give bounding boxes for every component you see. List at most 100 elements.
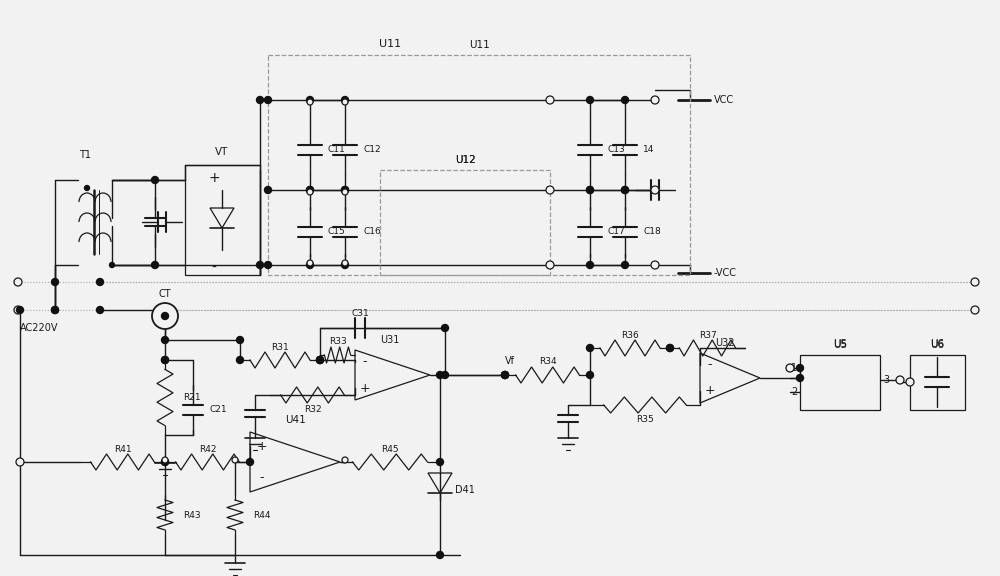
- Circle shape: [306, 187, 314, 194]
- Circle shape: [306, 187, 314, 194]
- Text: R33: R33: [329, 338, 346, 347]
- Circle shape: [342, 97, 349, 104]
- Circle shape: [110, 263, 114, 267]
- Circle shape: [342, 260, 348, 266]
- Text: C12: C12: [363, 146, 381, 154]
- Text: 1: 1: [791, 363, 797, 373]
- Text: AC220V: AC220V: [20, 323, 58, 333]
- Circle shape: [586, 262, 594, 268]
- Text: R42: R42: [199, 445, 216, 453]
- Circle shape: [342, 99, 348, 105]
- Circle shape: [906, 378, 914, 386]
- Circle shape: [342, 187, 349, 194]
- Circle shape: [436, 458, 444, 465]
- Text: Vf: Vf: [505, 356, 515, 366]
- Text: D41: D41: [455, 485, 475, 495]
- Text: R35: R35: [636, 415, 654, 423]
- Circle shape: [162, 458, 168, 465]
- Text: U11: U11: [469, 40, 489, 50]
- Text: C11: C11: [328, 146, 346, 154]
- Circle shape: [546, 96, 554, 104]
- Circle shape: [796, 374, 804, 381]
- Circle shape: [502, 372, 509, 378]
- Circle shape: [342, 457, 348, 463]
- Circle shape: [971, 278, 979, 286]
- Circle shape: [16, 306, 24, 313]
- Circle shape: [256, 262, 264, 268]
- Text: +: +: [360, 381, 370, 395]
- Circle shape: [246, 458, 254, 465]
- Circle shape: [306, 262, 314, 268]
- Circle shape: [622, 262, 629, 268]
- Text: 14: 14: [643, 146, 654, 154]
- Bar: [800, 355, 880, 410]
- Text: -: -: [708, 358, 712, 372]
- Text: C17: C17: [608, 228, 626, 237]
- Circle shape: [651, 186, 659, 194]
- Circle shape: [436, 551, 444, 559]
- Circle shape: [651, 261, 659, 269]
- Circle shape: [237, 357, 244, 363]
- Text: +: +: [208, 171, 220, 185]
- Circle shape: [162, 313, 168, 320]
- Circle shape: [622, 187, 629, 194]
- Text: C16: C16: [363, 228, 381, 237]
- Circle shape: [546, 186, 554, 194]
- Text: C21: C21: [209, 406, 227, 415]
- Bar: [380, 170, 550, 275]
- Circle shape: [342, 189, 348, 195]
- Circle shape: [622, 187, 629, 194]
- Text: CT: CT: [159, 289, 171, 299]
- Bar: [185, 165, 260, 275]
- Circle shape: [14, 306, 22, 314]
- Circle shape: [162, 457, 168, 463]
- Circle shape: [796, 365, 804, 372]
- Circle shape: [666, 344, 674, 351]
- Circle shape: [96, 306, 104, 313]
- Circle shape: [264, 97, 272, 104]
- Text: 2: 2: [791, 387, 797, 397]
- Text: U5: U5: [833, 339, 847, 349]
- Text: U32: U32: [715, 338, 735, 348]
- Circle shape: [546, 261, 554, 269]
- Circle shape: [307, 260, 313, 266]
- Circle shape: [651, 96, 659, 104]
- Circle shape: [232, 457, 238, 463]
- Circle shape: [586, 187, 594, 194]
- Circle shape: [152, 262, 158, 268]
- Text: R36: R36: [621, 331, 639, 339]
- Text: VT: VT: [215, 147, 229, 157]
- Text: -: -: [212, 261, 216, 275]
- Bar: [268, 55, 690, 275]
- Text: R43: R43: [183, 510, 201, 520]
- Circle shape: [52, 306, 58, 313]
- Circle shape: [971, 306, 979, 314]
- Text: R32: R32: [304, 404, 321, 414]
- Text: -VCC: -VCC: [714, 268, 737, 278]
- Circle shape: [666, 344, 674, 351]
- Text: C18: C18: [643, 228, 661, 237]
- Circle shape: [622, 97, 629, 104]
- Circle shape: [586, 187, 594, 194]
- Circle shape: [256, 97, 264, 104]
- Text: R44: R44: [253, 510, 270, 520]
- Text: T1: T1: [79, 150, 91, 160]
- Circle shape: [162, 357, 168, 363]
- Circle shape: [307, 189, 313, 195]
- Text: C13: C13: [608, 146, 626, 154]
- Text: +: +: [705, 385, 715, 397]
- Circle shape: [152, 176, 158, 184]
- Circle shape: [502, 372, 509, 378]
- Text: R31: R31: [271, 343, 289, 351]
- Text: U6: U6: [930, 339, 944, 349]
- Circle shape: [264, 262, 272, 268]
- Circle shape: [84, 185, 90, 191]
- Circle shape: [162, 336, 168, 343]
- Text: R45: R45: [381, 445, 399, 453]
- Circle shape: [442, 324, 448, 332]
- Circle shape: [786, 365, 794, 372]
- Circle shape: [52, 306, 58, 313]
- Text: R37: R37: [699, 331, 716, 339]
- Circle shape: [306, 97, 314, 104]
- Circle shape: [14, 278, 22, 286]
